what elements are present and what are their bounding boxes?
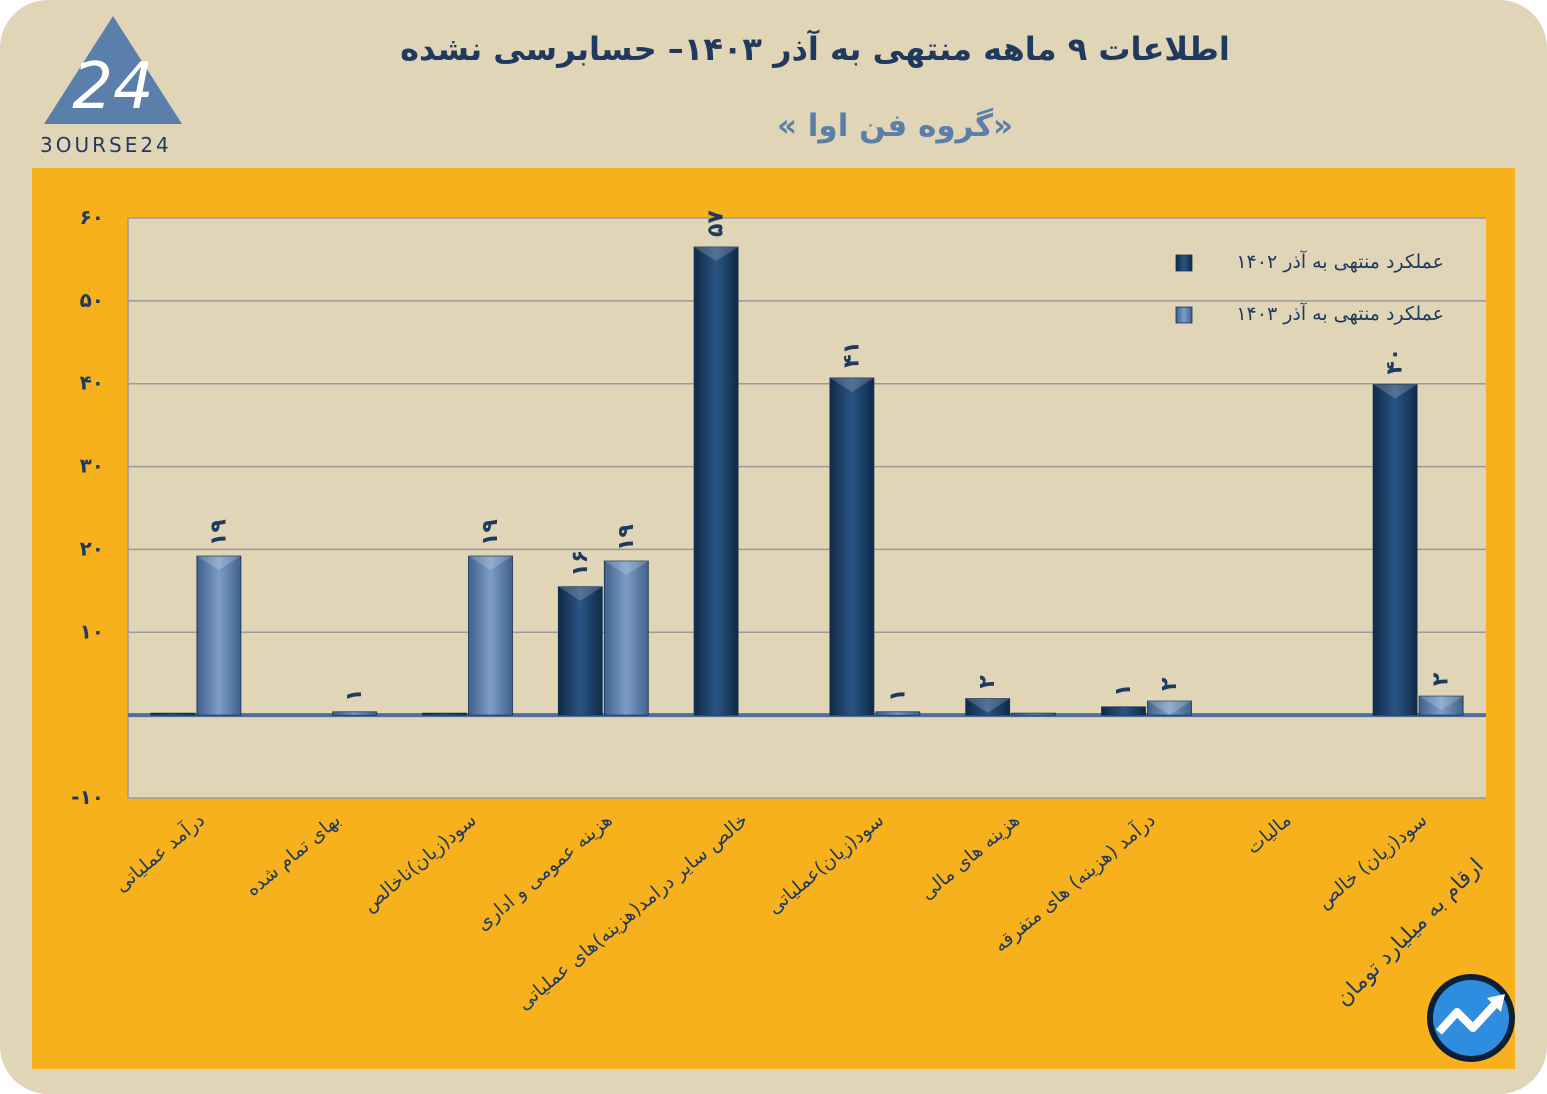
bar-bevel bbox=[1419, 696, 1464, 711]
bar-bevel bbox=[604, 561, 649, 576]
data-label: ۱۹ bbox=[478, 519, 503, 546]
data-label: ۱۹ bbox=[206, 519, 231, 546]
data-label: ۵۷ bbox=[704, 210, 729, 237]
category-label: خالص سایر درامد(هزینه)های عملیاتی bbox=[513, 809, 752, 1015]
bar-bevel bbox=[829, 377, 874, 392]
data-label: ۴۱ bbox=[839, 341, 864, 368]
bar bbox=[829, 377, 875, 716]
bar bbox=[603, 560, 649, 716]
trend-badge-icon bbox=[1427, 974, 1515, 1062]
plot-area bbox=[128, 218, 1486, 798]
bar bbox=[1147, 700, 1192, 716]
bar-bevel bbox=[1147, 701, 1192, 716]
bar bbox=[1101, 706, 1146, 716]
data-label: ۲ bbox=[1429, 672, 1454, 686]
data-label: ۲ bbox=[1157, 677, 1182, 691]
bar-bevel bbox=[694, 247, 739, 261]
data-label: ۱ bbox=[885, 688, 910, 701]
bar bbox=[150, 712, 196, 716]
data-label: ۱ bbox=[1111, 683, 1136, 696]
category-label: بهای تمام شده bbox=[242, 809, 345, 901]
page-title: اطلاعات ۹ ماهه منتهی به آذر ۱۴۰۳– حسابرس… bbox=[400, 30, 1230, 68]
y-tick-label: -۱۰ bbox=[71, 785, 104, 809]
y-tick-label: ۵۰ bbox=[80, 288, 104, 312]
legend-swatch bbox=[1175, 306, 1193, 324]
page-subtitle: «گروه فن اوا » bbox=[776, 108, 1014, 144]
bar bbox=[1011, 712, 1057, 716]
bar-bevel bbox=[1373, 384, 1418, 399]
data-label: ۱ bbox=[342, 688, 367, 701]
bar bbox=[557, 586, 603, 716]
bar-bevel bbox=[965, 698, 1010, 713]
category-label: سود(زیان)عملیاتی bbox=[763, 809, 888, 919]
bar-bevel bbox=[558, 586, 603, 601]
legend-label: عملکرد منتهی به آذر ۱۴۰۳ bbox=[1236, 301, 1444, 325]
y-tick-label: ۳۰ bbox=[80, 454, 104, 478]
legend-swatch bbox=[1175, 254, 1193, 272]
logo-text: 3OURSE24 bbox=[40, 133, 172, 157]
category-label: درآمد عملیاتی bbox=[109, 807, 209, 896]
bar-bevel bbox=[468, 556, 513, 571]
category-label: مالیات bbox=[1242, 809, 1295, 859]
y-tick-label: ۴۰ bbox=[80, 371, 104, 395]
bar bbox=[468, 555, 513, 716]
bar bbox=[422, 712, 467, 716]
bar bbox=[332, 711, 378, 716]
y-tick-label: ۱۰ bbox=[80, 619, 104, 643]
bar bbox=[1418, 695, 1464, 716]
bar bbox=[1372, 384, 1418, 716]
bar bbox=[196, 555, 242, 716]
y-tick-label: ۲۰ bbox=[80, 536, 104, 560]
bar bbox=[693, 246, 739, 716]
data-label: ۴۰ bbox=[1383, 348, 1408, 375]
data-label: ۲ bbox=[975, 675, 1000, 689]
category-label: هزینه های مالی bbox=[916, 809, 1024, 904]
bar bbox=[965, 698, 1011, 716]
bar bbox=[875, 711, 921, 716]
category-label: سود(زیان) خالص bbox=[1313, 809, 1431, 913]
svg-text:24: 24 bbox=[72, 50, 153, 124]
data-label: ۱۶ bbox=[568, 550, 593, 577]
y-tick-label: ۶۰ bbox=[80, 205, 104, 229]
category-label: هزینه عمومی و اداری bbox=[472, 809, 617, 935]
legend-label: عملکرد منتهی به آذر ۱۴۰۲ bbox=[1236, 249, 1444, 273]
data-label: ۱۹ bbox=[614, 524, 639, 551]
category-label: سود(زیان)ناخالص bbox=[359, 809, 481, 916]
bar-bevel bbox=[196, 556, 241, 571]
bourse24-logo-icon: 24 bbox=[44, 16, 182, 124]
